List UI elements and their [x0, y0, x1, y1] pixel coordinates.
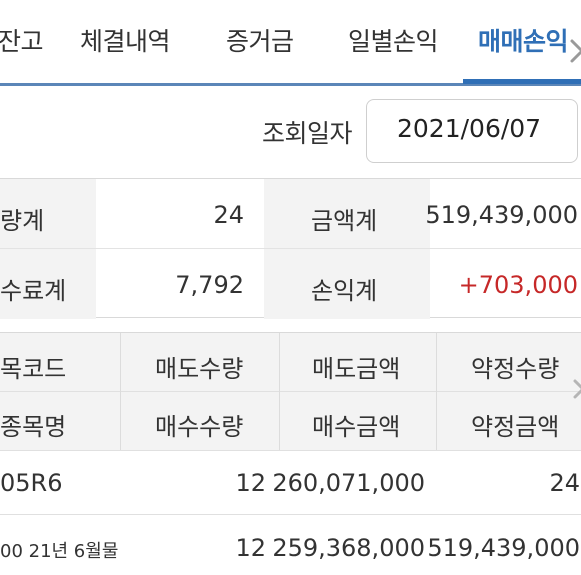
detail-column-divider: [279, 333, 280, 450]
header-buy-qty: 매수수량: [155, 413, 244, 441]
summary-header-cell: [0, 179, 96, 249]
tab-margin[interactable]: 증거금: [226, 27, 294, 56]
chevron-right-icon[interactable]: [572, 378, 581, 400]
detail-divider: [0, 450, 581, 451]
summary-header-cell: [0, 249, 96, 319]
header-contract-amount: 약정금액: [471, 413, 560, 441]
header-item-name: 종목명: [0, 413, 67, 441]
row-sell-qty: 12: [235, 469, 266, 497]
row-item-code[interactable]: 05R6: [0, 469, 63, 497]
row-buy-qty: 12: [235, 534, 266, 562]
total-pnl-label: 손익계: [311, 277, 378, 305]
summary-table: 량계 24 금액계 519,439,000 수료계 7,792 손익계 +703…: [0, 178, 581, 319]
row-contract-amount: 519,439,000: [427, 534, 580, 562]
row-buy-amount: 259,368,000: [272, 534, 425, 562]
total-amount-value: 519,439,000: [425, 201, 578, 229]
tab-trading-pnl[interactable]: 매매손익: [478, 27, 569, 56]
header-contract-qty: 약정수량: [471, 355, 560, 383]
total-pnl-value: +703,000: [458, 271, 578, 299]
detail-divider: [0, 514, 581, 515]
active-tab-indicator: [463, 79, 581, 84]
query-date-input[interactable]: [366, 99, 578, 163]
total-qty-value: 24: [213, 201, 244, 229]
total-qty-label: 량계: [0, 207, 45, 235]
detail-table: 목코드 매도수량 매도금액 약정수량 종목명 매수수량 매수금액 약정금액 05…: [0, 332, 581, 575]
detail-divider: [0, 391, 581, 392]
detail-column-divider: [436, 333, 437, 450]
tab-daily-pnl[interactable]: 일별손익: [348, 27, 439, 56]
total-fee-label: 수료계: [0, 277, 67, 305]
query-date-value[interactable]: 2021/06/07: [397, 114, 542, 143]
header-buy-amount: 매수금액: [312, 413, 401, 441]
query-date-label: 조회일자: [262, 119, 353, 148]
header-sell-amount: 매도금액: [312, 355, 401, 383]
summary-header-cell: [264, 179, 430, 249]
total-fee-value: 7,792: [175, 271, 244, 299]
row-sell-amount: 260,071,000: [272, 469, 425, 497]
summary-divider: [0, 248, 581, 249]
detail-header-row: [0, 392, 581, 450]
tab-balance[interactable]: 잔고: [0, 27, 44, 56]
tab-trade-history[interactable]: 체결내역: [80, 27, 171, 56]
detail-header-row: [0, 333, 581, 391]
row-item-name[interactable]: 00 21년 6월물: [0, 541, 119, 562]
header-item-code: 목코드: [0, 355, 67, 383]
detail-column-divider: [120, 333, 121, 450]
header-sell-qty: 매도수량: [155, 355, 244, 383]
total-amount-label: 금액계: [311, 207, 378, 235]
row-contract-qty: 24: [549, 469, 580, 497]
summary-header-cell: [264, 249, 430, 319]
tab-bar: 잔고 체결내역 증거금 일별손익 매매손익: [0, 0, 581, 86]
chevron-right-icon[interactable]: [568, 38, 581, 64]
